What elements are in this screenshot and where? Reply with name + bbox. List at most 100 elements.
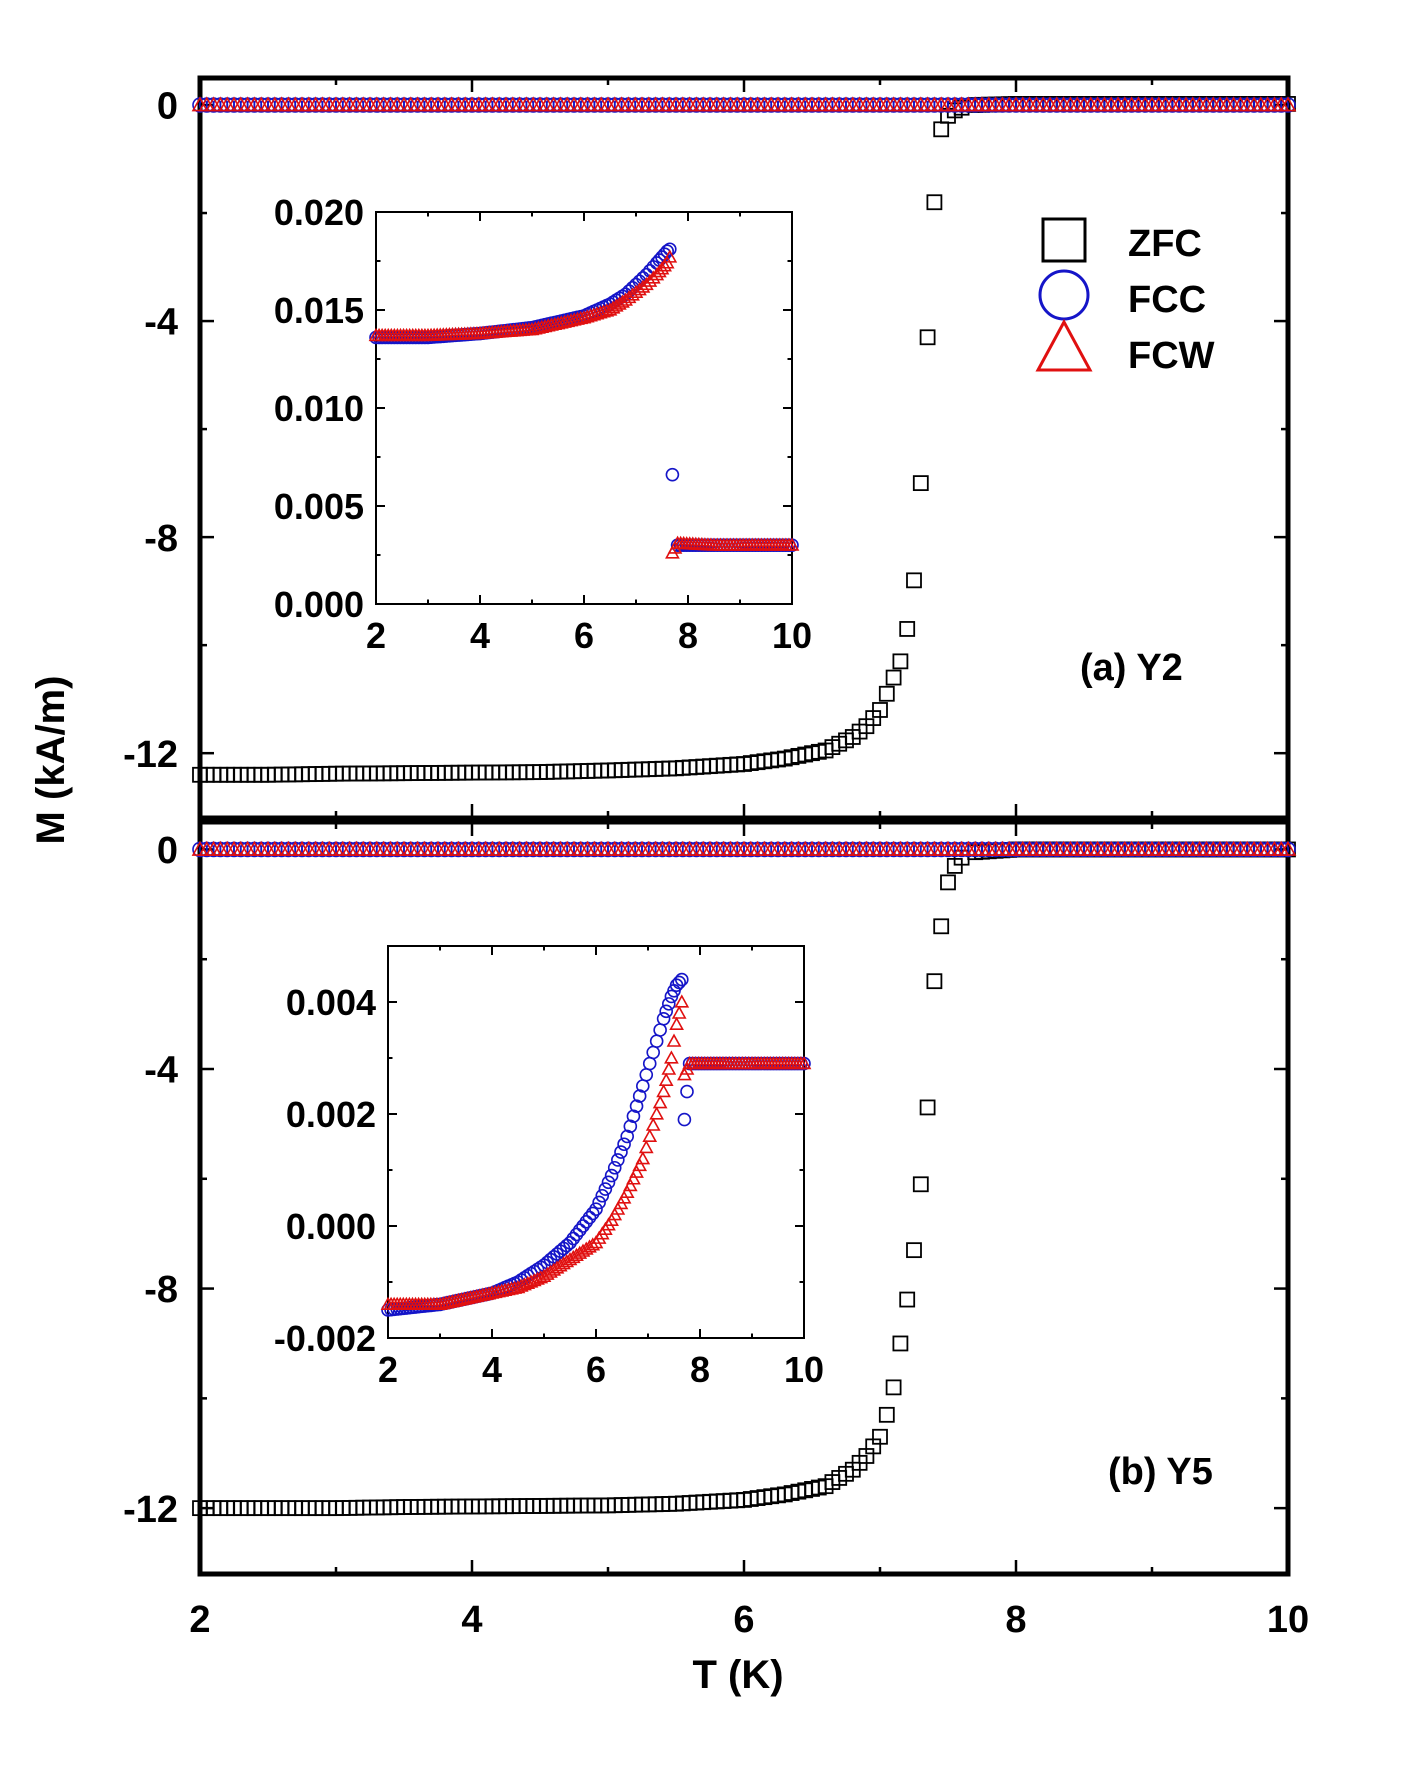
panel-a-inset-xtick-label: 6 (574, 615, 594, 656)
panel-b-inset-point-fcc (592, 1195, 606, 1210)
legend-label-fcw: FCW (1128, 335, 1215, 377)
panel-a-inset-series-fcw (368, 249, 800, 559)
legend: ZFC FCC FCW (1035, 217, 1215, 377)
panel-b-inset-xtick-label: 10 (784, 1349, 824, 1390)
panel-a-inset-point-fcw (645, 270, 661, 284)
panel-b-inset-point-fcw (569, 1247, 584, 1261)
panel-b-inset-point-fcw (530, 1271, 545, 1285)
panel-b-point-fcw (1279, 840, 1297, 856)
panel-a-inset-ytick-label: 0.015 (274, 290, 364, 331)
x-axis-label: T (K) (692, 1653, 783, 1697)
panel-b-inset-point-fcc (623, 1119, 638, 1134)
panel-b-inset-point-fcw (523, 1274, 539, 1288)
panel-a-ytick-label: -12 (123, 734, 178, 776)
panel-b-point-zfc (892, 1335, 909, 1352)
panel-b-inset-point-fcw (539, 1266, 555, 1280)
panel-a-point-zfc (885, 669, 902, 686)
panel-a-axes: 0 -4 -8 -12 (123, 75, 1297, 821)
panel-a-point-zfc (926, 194, 943, 211)
panel-b-point-zfc (912, 1176, 929, 1193)
panel-b-point-zfc (933, 918, 950, 935)
panel-b-inset-point-fcc (582, 1210, 597, 1225)
panel-b-inset-point-fcw (674, 994, 690, 1008)
panel-b-inset-point-fcc (672, 975, 687, 990)
panel-b-inset-point-fcw (642, 1128, 658, 1142)
panel-b-inset-point-fcw (520, 1275, 536, 1289)
panel-a-inset-xtick-label: 2 (366, 615, 386, 656)
panel-a-inset-xtick-label: 10 (772, 615, 812, 656)
panel-b-xtick-label: 10 (1267, 1599, 1309, 1641)
panel-b-point-zfc (906, 1242, 922, 1259)
panel-b-inset-point-fcw (632, 1157, 648, 1172)
panel-b-inset-point-fcw (652, 1095, 668, 1109)
panel-b-point-zfc (899, 1291, 916, 1308)
panel-a-inset-ytick-label: 0.020 (274, 192, 364, 233)
panel-b-inset-point-fcc (576, 1219, 590, 1233)
panel-a-label: (a) Y2 (1080, 647, 1183, 689)
panel-b-inset-point-fcc (614, 1145, 628, 1159)
panel-b-ytick-label: -4 (144, 1050, 178, 1092)
panel-b-inset-point-fcc (598, 1182, 613, 1196)
panel-b-inset-point-fcw (536, 1268, 552, 1282)
panel-a-inset-xtick-label: 8 (678, 615, 698, 656)
panel-b-inset-point-fcw (619, 1184, 635, 1198)
panel-b-inset-point-fcc (569, 1227, 584, 1242)
panel-b-ytick-label: 0 (157, 830, 178, 872)
panel-b-inset-xtick-label: 6 (586, 1349, 606, 1390)
panel-b-point-zfc (872, 1428, 888, 1445)
panel-a-point-zfc (906, 572, 922, 589)
panel-a-point-zfc (892, 653, 909, 670)
panel-b-inset-point-fcw (656, 1083, 671, 1098)
panel-b-inset-point-fcc (626, 1109, 641, 1124)
panel-b-inset-point-fcw (510, 1279, 526, 1294)
panel-b-label: (b) Y5 (1108, 1451, 1213, 1493)
panel-b-inset-point-fcw (552, 1258, 568, 1272)
panel-b-inset-point-fcw (517, 1277, 532, 1291)
panel-b-inset-point-fcw (669, 1016, 684, 1030)
legend-marker-fcc (1038, 269, 1090, 321)
panel-b-inset-point-fcw (549, 1260, 565, 1274)
panel-b-inset-axes: 2 4 6 8 10 -0.002 0.000 0.002 0.004 (274, 945, 824, 1390)
legend-label-fcc: FCC (1128, 279, 1206, 321)
panel-b-inset-point-fcc (585, 1206, 600, 1221)
legend-marker-zfc (1041, 217, 1087, 263)
panel-b-point-zfc (940, 874, 956, 891)
panel-b-inset-point-fcw (556, 1256, 571, 1270)
panel-b-inset-point-fcw (559, 1254, 575, 1268)
panel-b-inset-ytick-label: 0.004 (286, 982, 376, 1023)
panel-b-inset-point-fcw (565, 1249, 581, 1264)
panel-a-inset-point-fcw (615, 294, 630, 308)
panel-b-inset-xtick-label: 8 (690, 1349, 710, 1390)
panel-b-inset-point-fcw (582, 1239, 597, 1253)
panel-b-inset-ytick-label: 0.002 (286, 1094, 376, 1135)
panel-b-inset-point-fcw (526, 1272, 542, 1287)
main-plots: 0-4-8-122 4 6 8 100.0000.0050.0100.0150.0202… (123, 75, 1309, 1641)
panel-b-inset-point-fcw (658, 1072, 674, 1086)
panel-b-inset-bg (388, 946, 804, 1338)
panel-b-inset-xtick-label: 4 (482, 1349, 502, 1390)
panel-b-inset-point-fcw (645, 1117, 661, 1131)
panel-b-inset-point-fcw (635, 1151, 651, 1165)
panel-b-inset-point-fcw (638, 1139, 654, 1154)
panel-b-inset-ytick-label: -0.002 (274, 1318, 376, 1359)
panel-a-point-zfc (899, 621, 916, 637)
panel-a-inset-point-fcw (662, 249, 678, 263)
panel-b-point-zfc (878, 1406, 895, 1423)
panel-b-inset-point-fcw (629, 1164, 644, 1178)
panel-a-series-fcw (191, 96, 1297, 112)
panel-b-inset-point-fcc (604, 1168, 619, 1183)
panel-b-inset-point-fcc (661, 997, 676, 1011)
panel-b-inset-point-fcw (671, 1005, 687, 1019)
panel-b-inset-point-fcc (656, 1011, 671, 1026)
panel-b-inset-point-fcw (562, 1251, 578, 1266)
panel-a-inset-ytick-label: 0.005 (274, 486, 364, 527)
panel-a-point-zfc (912, 475, 929, 492)
panel-a-inset-point-fcw (657, 258, 672, 272)
panel-b-series (191, 840, 1297, 1517)
panel-a-series (191, 96, 1297, 783)
panel-a-point-zfc (872, 702, 888, 718)
panel-b-inset-point-fcc (601, 1175, 616, 1190)
panel-a-point-fcw (1279, 96, 1297, 112)
panel-b-inset-point-fcc (595, 1188, 610, 1203)
panel-b-inset-point-fcc (566, 1231, 581, 1246)
